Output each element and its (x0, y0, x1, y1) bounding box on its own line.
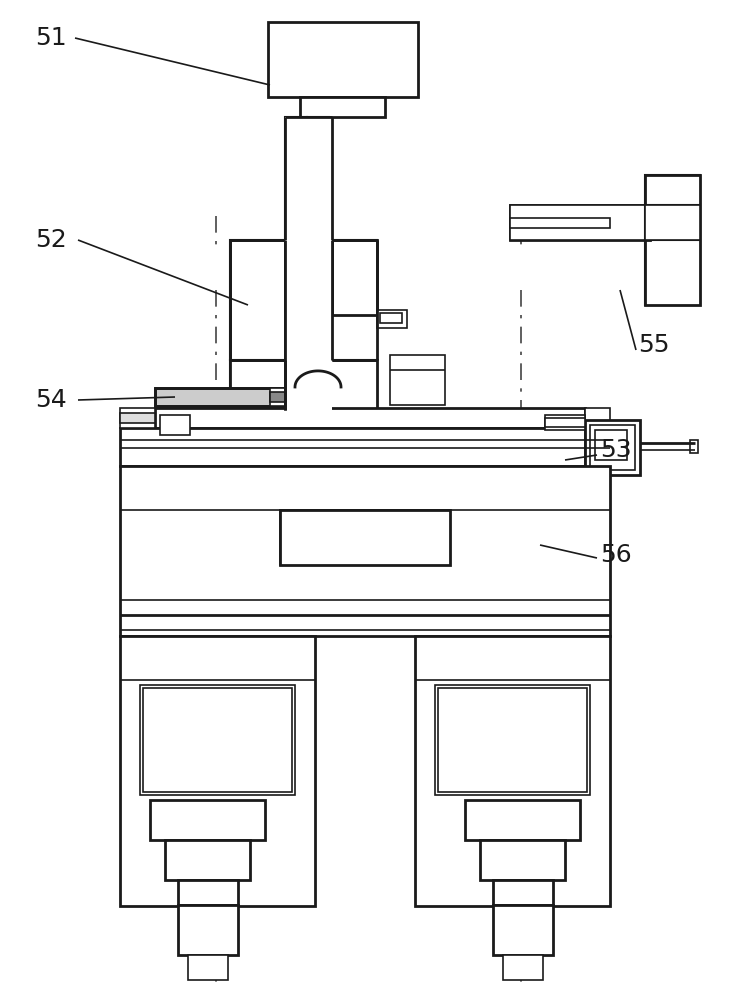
Bar (493, 880, 553, 905)
Bar (545, 418, 585, 427)
Bar (268, 22, 418, 97)
Bar (188, 955, 228, 980)
Bar (590, 425, 635, 470)
Bar (150, 800, 265, 840)
Polygon shape (285, 360, 341, 410)
Bar (270, 388, 285, 406)
Bar (645, 175, 700, 305)
Bar (285, 240, 332, 410)
Bar (300, 97, 385, 117)
Bar (230, 360, 377, 410)
Bar (390, 355, 445, 405)
Bar (143, 688, 292, 792)
Bar (438, 688, 587, 792)
Bar (155, 388, 285, 406)
Text: 53: 53 (600, 438, 632, 462)
Text: 54: 54 (35, 388, 67, 412)
Text: 56: 56 (600, 543, 632, 567)
Text: 55: 55 (638, 333, 669, 357)
Bar (307, 117, 329, 312)
Bar (480, 840, 565, 880)
Bar (332, 240, 377, 315)
Bar (510, 218, 610, 228)
Bar (280, 510, 450, 565)
Text: 51: 51 (35, 26, 67, 50)
Bar (380, 313, 402, 323)
Bar (178, 880, 238, 905)
Bar (595, 430, 627, 460)
Bar (120, 466, 610, 636)
Bar (493, 905, 553, 955)
Bar (510, 205, 650, 240)
Bar (230, 240, 285, 360)
Bar (545, 415, 585, 430)
Bar (435, 685, 590, 795)
Bar (645, 175, 700, 305)
Text: 52: 52 (35, 228, 67, 252)
Bar (155, 388, 285, 406)
Bar (120, 408, 155, 428)
Bar (285, 117, 307, 312)
Bar (280, 510, 450, 565)
Bar (307, 117, 329, 312)
Bar (120, 413, 155, 423)
Bar (285, 117, 307, 312)
Bar (585, 420, 640, 475)
Bar (645, 205, 700, 240)
Bar (465, 800, 580, 840)
Bar (270, 392, 285, 402)
Bar (690, 440, 698, 453)
Bar (585, 408, 610, 466)
Bar (120, 428, 610, 466)
Bar (120, 636, 315, 906)
Bar (155, 408, 585, 428)
Bar (230, 360, 377, 410)
Bar (332, 240, 377, 315)
Bar (230, 240, 285, 360)
Bar (510, 205, 650, 240)
Bar (165, 840, 250, 880)
Bar (140, 685, 295, 795)
Bar (503, 955, 543, 980)
Bar (160, 415, 190, 435)
Bar (645, 205, 700, 240)
Bar (377, 310, 407, 328)
Bar (415, 636, 610, 906)
Bar (285, 117, 332, 312)
Bar (178, 905, 238, 955)
